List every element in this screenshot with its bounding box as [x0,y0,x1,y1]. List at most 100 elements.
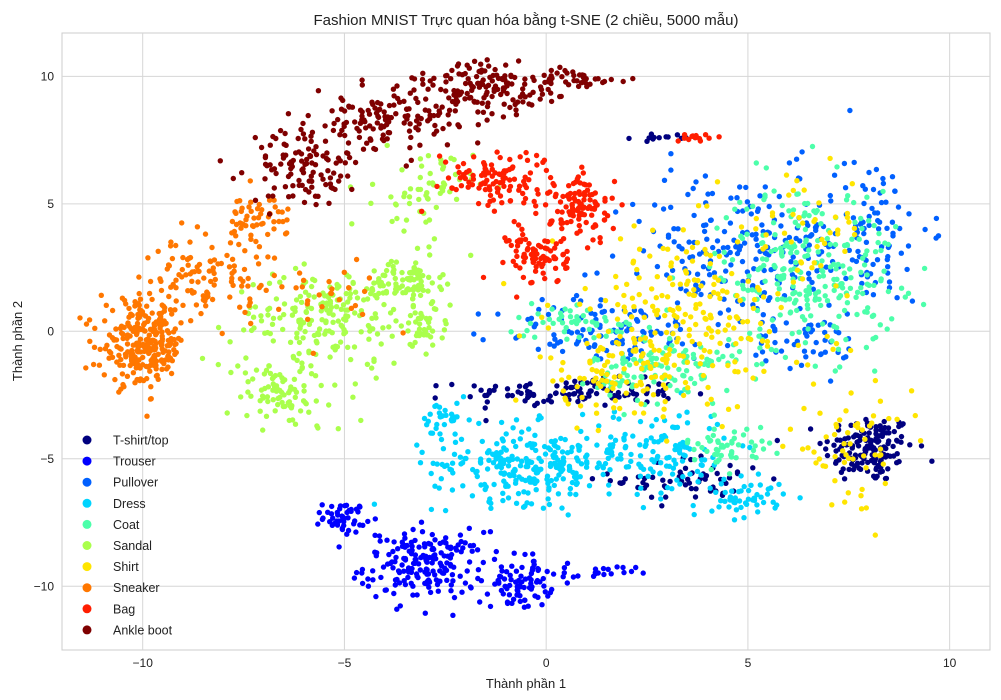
data-point [523,184,530,191]
data-point [606,352,612,359]
data-point [603,318,609,324]
data-point [562,306,568,312]
data-point [602,297,609,304]
data-point [534,162,540,168]
data-point [637,473,644,479]
data-point [393,202,399,208]
data-point [839,285,846,291]
data-point [455,122,461,128]
data-point [667,346,673,353]
data-point [646,324,653,331]
data-point [316,331,322,338]
data-point [660,477,666,483]
data-point [721,249,727,255]
data-point [507,177,513,183]
data-point [529,444,535,451]
data-point [336,178,342,184]
data-point [738,504,744,511]
data-point [507,104,513,111]
data-point [813,339,819,346]
data-point [731,517,738,523]
data-point [356,503,363,509]
data-point [622,308,628,315]
data-point [460,483,466,489]
plot-area [61,32,991,651]
data-point [651,134,657,141]
data-point [761,267,767,274]
data-point [471,383,477,389]
data-point [266,211,273,217]
data-point [659,374,665,381]
data-point [784,338,790,344]
data-point [359,566,366,573]
data-point [469,548,475,554]
data-point [573,481,580,488]
data-point [489,78,495,84]
data-point [149,296,155,303]
data-point [761,368,767,374]
data-point [875,226,882,232]
data-point [345,515,351,521]
data-point [608,76,614,83]
data-point [912,412,918,419]
data-point [281,392,287,398]
data-point [719,423,725,430]
data-point [402,535,408,541]
data-point [339,127,345,134]
data-point [459,460,466,466]
data-point [593,390,600,397]
data-point [514,592,520,598]
data-point [244,213,250,219]
data-point [786,208,792,214]
data-point [450,578,456,584]
x-tick-label: 5 [745,656,752,670]
data-point [546,316,553,322]
data-point [416,326,423,332]
data-point [651,439,657,445]
data-point [632,340,638,346]
data-point [420,287,426,293]
data-point [885,466,891,472]
data-point [564,256,571,262]
data-point [406,194,413,200]
data-point [475,200,482,207]
data-point [860,183,866,189]
data-point [508,577,514,583]
data-point [337,158,343,164]
data-point [535,346,541,352]
data-point [341,108,348,114]
data-point [448,411,455,417]
data-point [750,465,756,471]
data-point [725,406,732,412]
data-point [542,202,549,208]
data-point [520,190,526,197]
data-point [313,144,319,150]
data-point [499,568,505,574]
data-point [737,184,743,190]
data-point [242,370,249,376]
data-point [677,326,684,333]
data-point [315,88,322,94]
data-point [323,181,329,188]
data-point [474,547,481,553]
data-point [401,120,407,126]
data-point [350,394,356,400]
data-point [401,531,408,537]
data-point [831,323,837,329]
data-point [672,424,678,431]
data-point [296,350,302,357]
data-point [881,418,887,425]
data-point [565,82,572,88]
data-point [633,564,639,571]
x-axis-label: Thành phần 1 [486,676,566,691]
data-point [371,145,377,152]
data-point [277,387,283,394]
data-point [250,282,256,288]
data-point [418,554,424,561]
data-point [306,321,313,327]
data-point [391,102,397,108]
data-point [747,330,753,336]
data-point [756,287,762,293]
data-point [407,186,414,192]
data-point [674,387,680,394]
